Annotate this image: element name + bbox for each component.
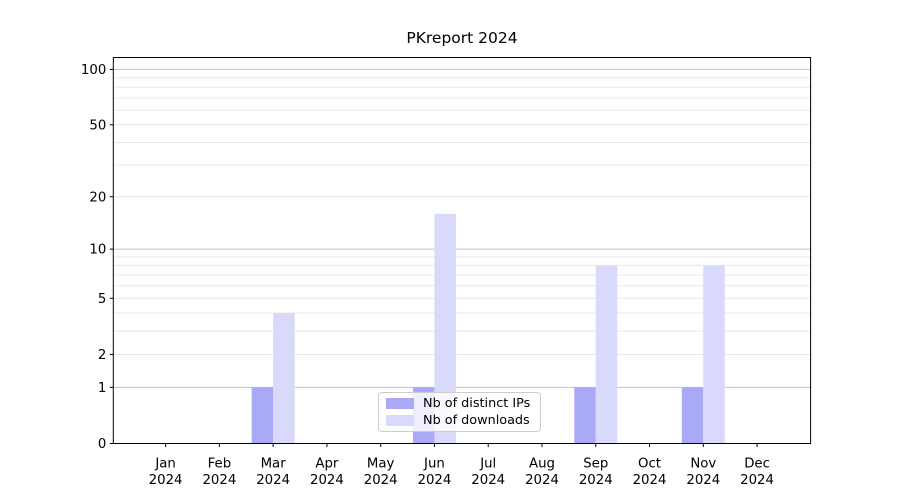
legend-label-distinct-ips: Nb of distinct IPs — [423, 396, 531, 412]
x-tick-label-month: Feb — [208, 457, 232, 472]
bar-downloads-sep — [595, 265, 618, 444]
x-tick-label-year: 2024 — [633, 473, 667, 488]
x-tick-label-month: Apr — [315, 457, 339, 472]
x-tick-label-month: Oct — [638, 457, 661, 472]
legend-swatch-downloads — [386, 414, 414, 426]
legend: Nb of distinct IPs Nb of downloads — [378, 392, 541, 432]
x-tick-label-month: Jul — [479, 457, 496, 472]
x-tick-label-year: 2024 — [740, 473, 774, 488]
y-tick-label: 10 — [89, 243, 106, 258]
legend-item-downloads: Nb of downloads — [386, 412, 533, 428]
x-tick-label-year: 2024 — [686, 473, 720, 488]
x-tick-label-year: 2024 — [579, 473, 613, 488]
x-tick-label-year: 2024 — [525, 473, 559, 488]
bar-distinct-ips-sep — [574, 387, 596, 444]
x-tick-label-month: Mar — [261, 457, 287, 472]
bar-downloads-jun — [434, 213, 456, 444]
x-tick-label-year: 2024 — [149, 473, 183, 488]
x-tick-label-year: 2024 — [471, 473, 505, 488]
y-tick-label: 50 — [89, 118, 106, 133]
x-tick-label-month: Dec — [744, 457, 770, 472]
y-tick-label: 0 — [98, 437, 106, 452]
x-tick-label-year: 2024 — [256, 473, 290, 488]
bar-downloads-nov — [703, 265, 725, 444]
x-tick-label-month: Sep — [583, 457, 608, 472]
bar-distinct-ips-mar — [251, 387, 274, 444]
bar-distinct-ips-nov — [681, 387, 704, 444]
x-tick-label-year: 2024 — [202, 473, 236, 488]
x-tick-label-year: 2024 — [418, 473, 452, 488]
y-tick-label: 20 — [89, 190, 106, 205]
x-tick-label-month: Aug — [529, 457, 555, 472]
x-tick-label-year: 2024 — [364, 473, 398, 488]
legend-label-downloads: Nb of downloads — [423, 412, 530, 428]
y-tick-label: 5 — [98, 292, 106, 307]
y-tick-label: 1 — [98, 381, 106, 396]
x-tick-label-year: 2024 — [310, 473, 344, 488]
bar-downloads-mar — [273, 313, 295, 444]
y-tick-label: 100 — [81, 63, 106, 78]
chart-title: PKreport 2024 — [406, 29, 518, 47]
x-tick-label-month: Nov — [690, 457, 716, 472]
x-tick-label-month: Jun — [423, 457, 445, 472]
legend-item-distinct-ips: Nb of distinct IPs — [386, 396, 533, 412]
y-tick-label: 2 — [98, 348, 106, 363]
x-tick-label-month: May — [367, 457, 395, 472]
plot-border — [112, 57, 812, 444]
legend-swatch-distinct-ips — [386, 398, 414, 410]
x-tick-label-month: Jan — [154, 457, 176, 472]
